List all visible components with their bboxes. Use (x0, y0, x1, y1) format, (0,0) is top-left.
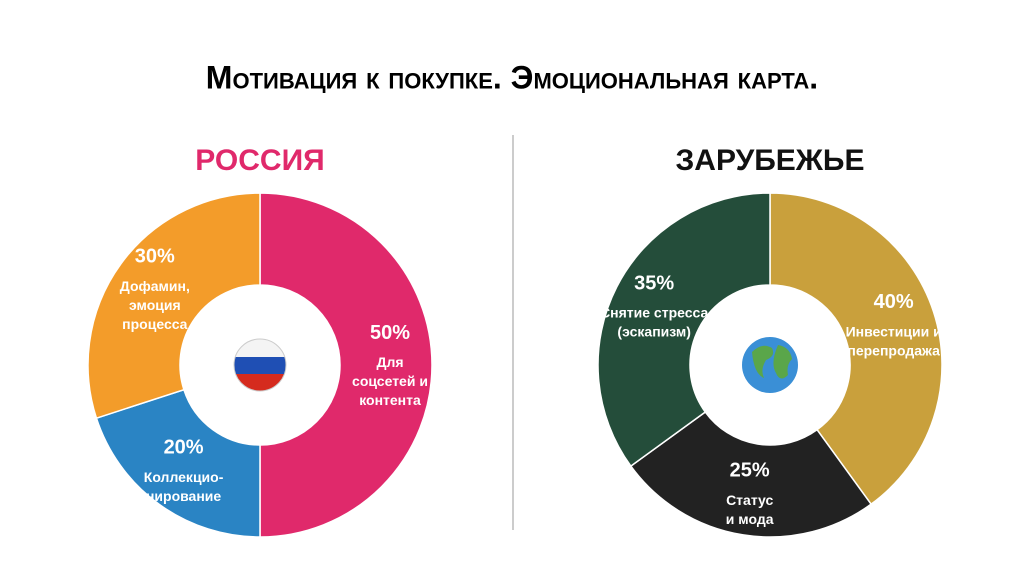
donut-segment (629, 410, 873, 538)
segment-label: Коллекцио- (144, 469, 224, 485)
donut-segment (95, 388, 261, 538)
value-label: 25% (730, 460, 770, 482)
segment-label: процесса (122, 316, 188, 332)
globe-icon (742, 337, 798, 393)
segment-label: (эскапизм) (617, 324, 690, 340)
segment-label: Снятие стресса (600, 305, 708, 321)
value-label: 40% (874, 291, 914, 313)
russia-flag (233, 338, 287, 392)
value-label: 35% (634, 272, 674, 294)
segment-label: Для (376, 354, 403, 370)
segment-label: эмоция (129, 297, 181, 313)
segment-label: контента (359, 392, 421, 408)
segment-label: перепродажа (847, 343, 940, 359)
page-title: Мотивация к покупке. Эмоциональная карта… (206, 59, 818, 95)
chart-title: РОССИЯ (195, 144, 324, 177)
segment-label: и мода (726, 511, 774, 527)
segment-label: соцсетей и (352, 373, 428, 389)
donut-segment (259, 192, 433, 538)
value-label: 30% (135, 245, 175, 267)
charts: РОССИЯ 50% Для соцсетей и контента 20% Коллекц… (87, 144, 943, 538)
segment-label: нирование (146, 488, 221, 504)
segment-label: Инвестиции и (846, 324, 942, 340)
chart-title: ЗАРУБЕЖЬЕ (676, 144, 865, 177)
donut-segment (597, 192, 771, 468)
segment-label: Дофамин, (120, 278, 190, 294)
donut-segment (769, 192, 943, 506)
donut-segment (87, 192, 261, 420)
value-label: 50% (370, 322, 410, 344)
segment-label: Статус (726, 492, 773, 508)
value-label: 20% (164, 436, 204, 458)
